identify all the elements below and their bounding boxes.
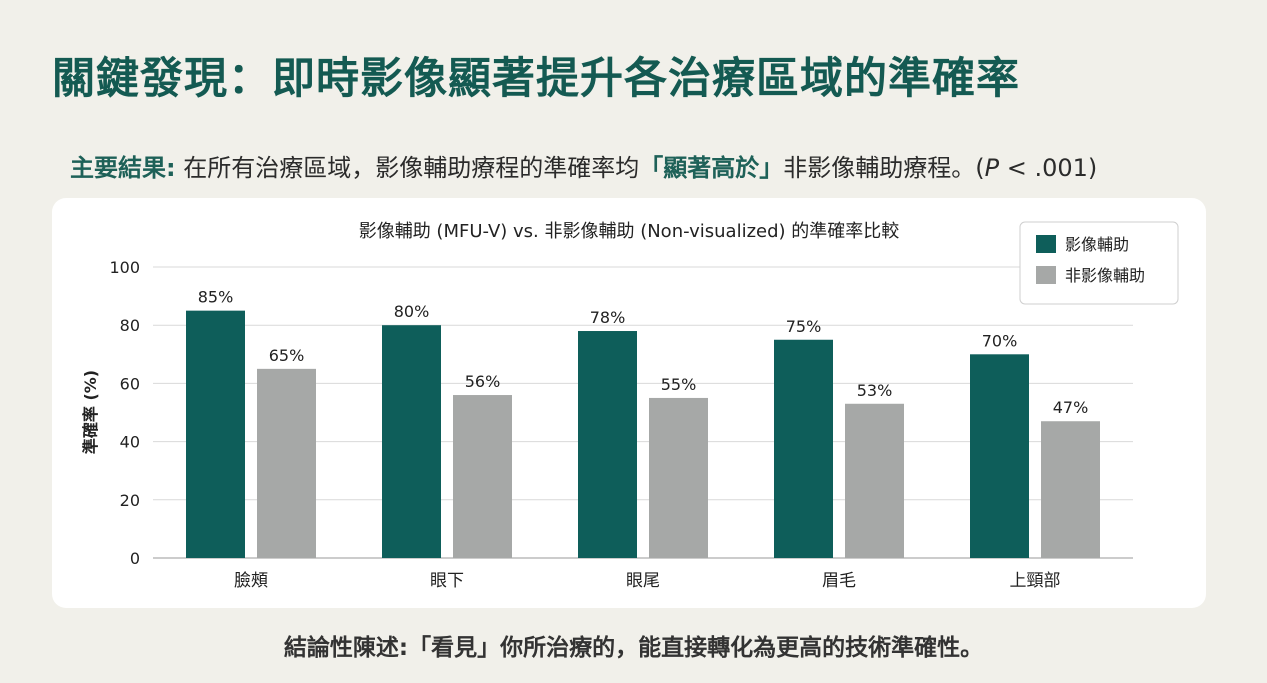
y-tick-label: 40 — [120, 433, 140, 452]
x-tick-label: 眼尾 — [626, 571, 660, 591]
page-title: 關鍵發現：即時影像顯著提升各治療區域的準確率 — [52, 54, 1020, 104]
bar-non-visualized — [1041, 421, 1100, 558]
y-tick-label: 20 — [120, 491, 140, 510]
bar-visualized — [774, 339, 833, 558]
bar-value-label: 65% — [269, 346, 305, 365]
bar-non-visualized — [649, 397, 708, 558]
key-result-text: 在所有治療區域，影像輔助療程的準確率均 — [175, 154, 640, 182]
bar-value-label: 56% — [465, 372, 501, 391]
chart-title: 影像輔助 (MFU-V) vs. 非影像輔助 (Non-visualized) … — [359, 221, 900, 242]
p-value-text: < .001) — [999, 154, 1098, 182]
bar-value-label: 80% — [394, 302, 430, 321]
y-tick-label: 80 — [120, 316, 140, 335]
bar-value-label: 85% — [198, 288, 234, 307]
bar-visualized — [186, 310, 245, 558]
legend-label: 影像輔助 — [1065, 235, 1129, 254]
legend-label: 非影像輔助 — [1065, 266, 1145, 285]
key-result: 主要結果: 在所有治療區域，影像輔助療程的準確率均「顯著高於」非影像輔助療程。(… — [70, 148, 1097, 183]
legend-box — [1019, 221, 1179, 305]
bar-non-visualized — [845, 403, 904, 558]
key-result-text-2: 非影像輔助療程。( — [783, 154, 985, 182]
y-tick-label: 60 — [120, 374, 140, 393]
bar-value-label: 47% — [1053, 398, 1089, 417]
y-axis-label: 準確率 (%) — [81, 370, 100, 454]
legend-swatch-non-visualized — [1036, 266, 1056, 284]
bar-value-label: 78% — [590, 308, 626, 327]
bar-non-visualized — [453, 395, 512, 558]
bar-value-label: 75% — [786, 317, 822, 336]
chart-card: 影像輔助 (MFU-V) vs. 非影像輔助 (Non-visualized) … — [52, 198, 1206, 608]
bar-visualized — [970, 354, 1029, 558]
bar-visualized — [382, 325, 441, 558]
x-tick-label: 上頸部 — [1010, 571, 1061, 591]
p-value-symbol: P — [984, 154, 1000, 182]
y-tick-label: 100 — [109, 258, 140, 277]
bar-value-label: 53% — [857, 381, 893, 400]
bar-non-visualized — [257, 368, 316, 558]
bar-visualized — [578, 331, 637, 558]
x-tick-label: 臉頰 — [234, 571, 268, 591]
key-result-lead: 主要結果: — [70, 154, 176, 182]
x-tick-label: 眼下 — [430, 571, 464, 591]
x-tick-label: 眉毛 — [822, 571, 856, 591]
bar-value-label: 70% — [982, 331, 1018, 350]
legend-swatch-visualized — [1036, 235, 1056, 253]
bar-value-label: 55% — [661, 375, 697, 394]
key-result-emphasis: 「顯著高於」 — [639, 154, 784, 182]
bar-chart: 影像輔助 (MFU-V) vs. 非影像輔助 (Non-visualized) … — [81, 221, 1179, 591]
y-tick-label: 0 — [130, 549, 140, 568]
conclusion-statement: 結論性陳述:「看見」你所治療的，能直接轉化為更高的技術準確性。 — [283, 635, 984, 661]
